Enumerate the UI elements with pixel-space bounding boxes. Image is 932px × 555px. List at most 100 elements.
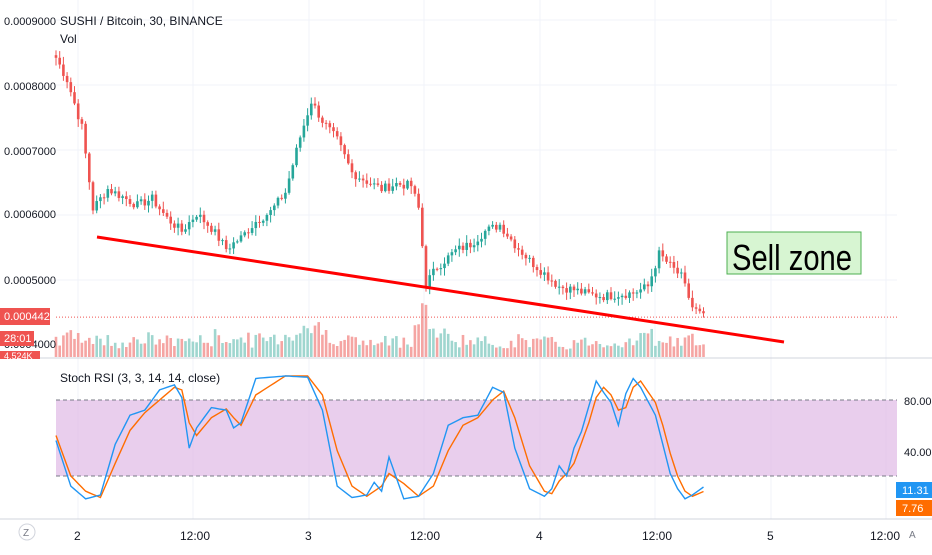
candle-body: [620, 295, 624, 298]
time-label: 12:00: [410, 529, 440, 543]
candle-body: [195, 216, 198, 220]
candle-body: [125, 196, 128, 200]
candle-body: [339, 136, 343, 146]
candle-body: [535, 267, 539, 271]
volume-bar: [532, 338, 535, 357]
candle-body: [369, 183, 372, 185]
candle-body: [576, 288, 579, 291]
candle-body: [258, 221, 261, 223]
volume-bar: [694, 345, 698, 357]
volume-bar: [650, 328, 653, 357]
volume-bar: [554, 341, 557, 357]
candle-body: [221, 240, 224, 242]
candle-body: [657, 250, 661, 269]
volume-bars: [54, 303, 705, 357]
candle-body: [313, 103, 317, 106]
candle-body: [58, 57, 61, 65]
volume-bar: [335, 345, 339, 357]
volume-bar: [154, 344, 158, 357]
candle-body: [80, 119, 84, 124]
candle-body: [350, 163, 354, 173]
volume-bar: [458, 347, 461, 357]
auto-scale-button[interactable]: A: [909, 530, 916, 541]
volume-bar: [495, 347, 498, 357]
volume-bar: [358, 344, 361, 357]
volume-bar: [310, 333, 313, 357]
zoom-button[interactable]: [18, 523, 36, 541]
volume-bar: [332, 344, 335, 357]
candle-body: [380, 184, 383, 192]
candle-body: [354, 172, 357, 180]
candle-body: [483, 230, 487, 239]
volume-bar: [487, 343, 491, 357]
candle-body: [509, 236, 513, 240]
candle-body: [347, 154, 350, 164]
candle-body: [154, 194, 158, 207]
stoch-tick: 40.00: [904, 447, 932, 459]
candle-body: [73, 92, 76, 104]
candle-body: [532, 257, 535, 268]
volume-bar: [598, 344, 602, 357]
volume-bar: [657, 340, 661, 357]
candle-body: [628, 292, 631, 298]
candle-body: [398, 183, 402, 185]
volume-bar: [413, 325, 417, 357]
candle-body: [202, 214, 206, 223]
candle-body: [598, 297, 602, 299]
volume-bar: [239, 337, 243, 357]
volume-bar: [676, 337, 679, 357]
candle-body: [668, 261, 672, 263]
volume-bar: [65, 332, 69, 357]
candle-body: [269, 210, 272, 215]
sell-zone-label: Sell zone: [732, 237, 852, 278]
candle-body: [121, 196, 124, 198]
volume-bar: [661, 342, 665, 357]
last-price-value: 0.0004428: [4, 311, 56, 323]
volume-bar: [317, 322, 320, 357]
sell-zone-box[interactable]: [726, 231, 862, 275]
candle-body: [191, 219, 195, 223]
candle-body: [113, 191, 117, 194]
volume-bar: [269, 337, 272, 357]
candle-body: [106, 189, 110, 198]
volume-bar: [406, 344, 409, 357]
volume-bar: [424, 304, 428, 357]
volume-bar: [354, 337, 357, 357]
trendline[interactable]: [96, 235, 785, 344]
candle-body: [187, 222, 191, 230]
volume-bar: [439, 333, 443, 357]
volume-bar: [435, 337, 439, 357]
candle-body: [250, 228, 254, 233]
volume-bar: [143, 343, 147, 357]
volume-bar: [469, 340, 472, 357]
volume-bar: [572, 340, 576, 357]
time-label: 12:00: [870, 529, 900, 543]
candle-body: [384, 183, 387, 192]
candle-body: [273, 205, 276, 211]
volume-bar: [524, 340, 528, 357]
volume-bar: [106, 335, 110, 357]
volume-label: Vol: [60, 32, 77, 46]
price-tick: 0.0009000: [4, 16, 56, 28]
candle-body: [513, 239, 517, 249]
candle-body: [661, 250, 665, 257]
volume-bar: [324, 330, 328, 357]
candle-body: [539, 270, 542, 275]
volume-bar: [387, 345, 391, 357]
volume-bar: [654, 345, 657, 357]
candle-body: [54, 55, 58, 58]
volume-bar: [210, 346, 213, 357]
volume-bar: [535, 338, 539, 357]
volume-bar: [306, 328, 309, 357]
candle-body: [206, 222, 209, 226]
volume-bar: [165, 335, 169, 357]
volume-bar: [195, 342, 198, 357]
volume-bar: [191, 341, 195, 357]
candle-body: [173, 223, 176, 228]
candle-body: [550, 280, 554, 282]
candle-body: [609, 292, 613, 300]
candle-body: [495, 224, 498, 230]
candle-body: [95, 201, 98, 211]
